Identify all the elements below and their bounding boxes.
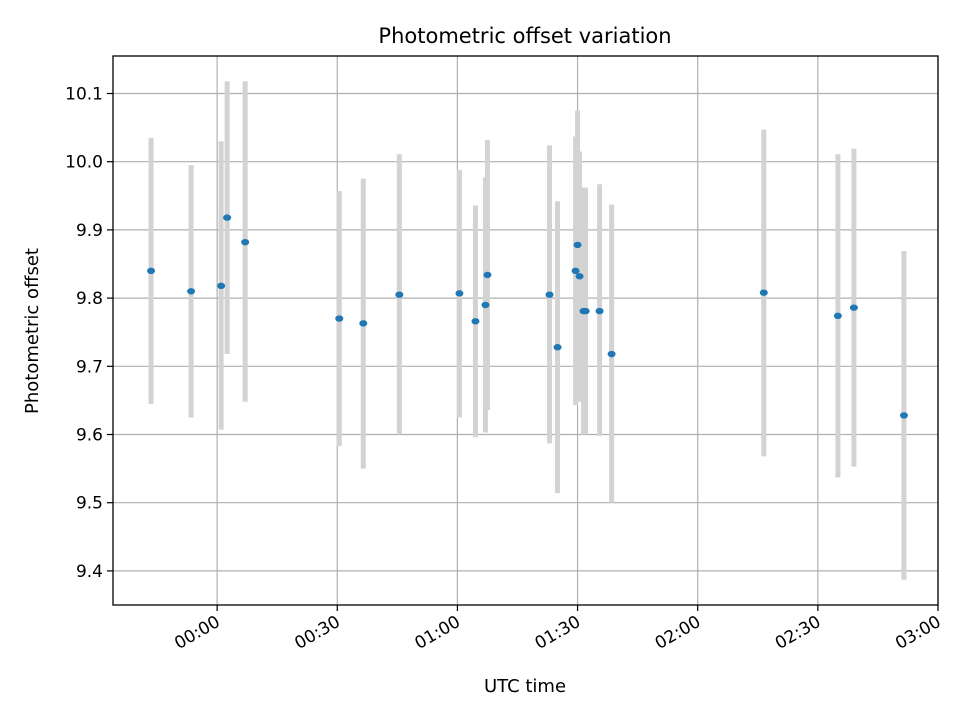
data-point	[395, 291, 404, 298]
data-point	[759, 289, 768, 296]
data-points	[147, 214, 908, 419]
data-point	[575, 273, 584, 280]
y-tick-label: 10.1	[65, 85, 103, 105]
data-point	[571, 267, 580, 275]
x-axis-label: UTC time	[484, 676, 566, 697]
data-point	[217, 282, 226, 290]
data-point	[573, 241, 582, 249]
data-point	[581, 307, 590, 315]
data-point	[595, 307, 604, 315]
y-tick-label: 9.9	[76, 221, 103, 241]
data-point	[187, 288, 196, 295]
grid	[113, 56, 939, 605]
data-point	[455, 290, 464, 297]
y-tick-label: 10.0	[65, 153, 103, 173]
y-tick-label: 9.6	[76, 426, 103, 446]
data-point	[483, 271, 492, 279]
y-tick-label: 9.4	[76, 562, 103, 582]
chart-title: Photometric offset variation	[378, 24, 671, 48]
data-point	[335, 315, 344, 322]
data-point	[607, 350, 616, 358]
y-tick-label: 9.5	[76, 494, 103, 514]
data-point	[833, 312, 842, 320]
y-tick-label: 9.8	[76, 289, 103, 309]
data-point	[481, 301, 490, 309]
plot-frame	[112, 55, 939, 606]
data-point	[241, 238, 250, 246]
data-point	[553, 344, 562, 351]
data-point	[899, 412, 908, 419]
data-point	[223, 214, 232, 221]
data-point	[849, 304, 858, 311]
y-tick-label: 9.7	[76, 357, 103, 377]
data-point	[545, 291, 554, 298]
y-axis-label: Photometric offset	[22, 248, 43, 414]
data-point	[471, 318, 480, 325]
data-point	[359, 320, 368, 327]
data-point	[147, 267, 156, 275]
